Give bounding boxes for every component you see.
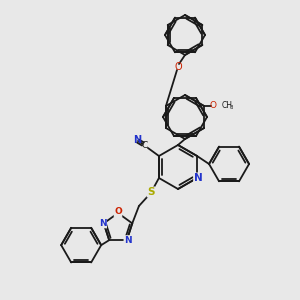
Text: O: O	[114, 208, 122, 217]
Text: S: S	[147, 187, 155, 197]
Text: N: N	[194, 173, 203, 183]
Text: N: N	[99, 219, 106, 228]
Text: N: N	[99, 219, 106, 228]
Text: N: N	[124, 236, 132, 244]
Text: O: O	[114, 208, 122, 217]
Text: N: N	[133, 135, 141, 145]
Text: C: C	[142, 142, 148, 151]
Text: O: O	[174, 62, 182, 72]
Text: N: N	[124, 236, 132, 244]
Text: N: N	[194, 173, 203, 183]
Text: S: S	[147, 187, 155, 197]
Text: CH: CH	[222, 101, 233, 110]
Text: O: O	[210, 101, 217, 110]
Text: 3: 3	[230, 105, 234, 110]
